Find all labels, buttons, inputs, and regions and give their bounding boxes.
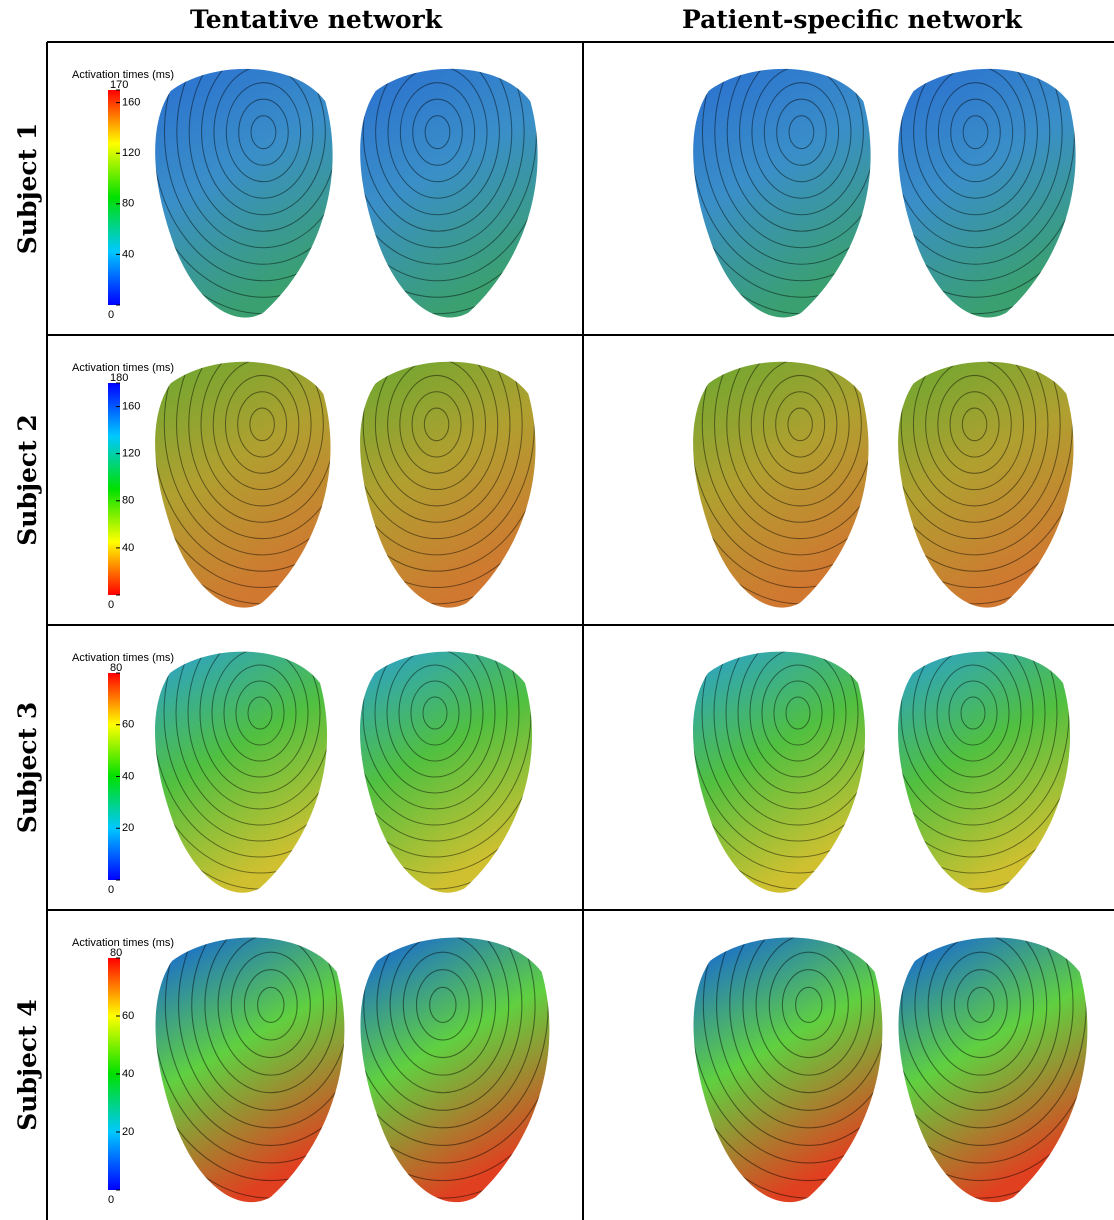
- colorbar-title: Activation times (ms): [72, 652, 174, 664]
- row-label: Subject 2: [13, 414, 42, 546]
- colorbar-tick-label: 120: [122, 147, 140, 159]
- colorbar-tick-label: 60: [122, 1010, 134, 1022]
- colorbar-tick-label: 20: [122, 822, 134, 834]
- colorbar-tick-label: 80: [122, 495, 134, 507]
- colorbar-tick-label: 60: [122, 719, 134, 731]
- colorbar-tick-label: 0: [108, 309, 114, 321]
- colorbar-tick-label: 160: [122, 97, 140, 109]
- colorbar-tick-label: 180: [110, 372, 128, 384]
- colorbar-tick-label: 120: [122, 448, 140, 460]
- column-header: Patient-specific network: [682, 5, 1023, 34]
- colorbar-tick-label: 40: [122, 248, 134, 260]
- colorbar-tick-label: 170: [110, 79, 128, 91]
- colorbar-tick-label: 80: [122, 198, 134, 210]
- colorbar-tick-label: 80: [110, 662, 122, 674]
- colorbar-tick-label: 0: [108, 884, 114, 896]
- colorbar-tick-label: 80: [110, 947, 122, 959]
- colorbar-title: Activation times (ms): [72, 937, 174, 949]
- colorbar-tick-label: 40: [122, 1068, 134, 1080]
- colorbar-tick-label: 160: [122, 400, 140, 412]
- row-label: Subject 3: [13, 702, 42, 834]
- row-label: Subject 1: [13, 123, 42, 255]
- column-header: Tentative network: [190, 5, 443, 34]
- figure: Tentative network Patient-specific netwo…: [0, 0, 1114, 1220]
- colorbar-tick-label: 0: [108, 1194, 114, 1206]
- row-label: Subject 4: [13, 999, 42, 1131]
- colorbar-tick-label: 40: [122, 770, 134, 782]
- colorbar: [108, 383, 120, 595]
- colorbar-tick-label: 20: [122, 1126, 134, 1138]
- colorbar-tick-label: 0: [108, 599, 114, 611]
- colorbar-tick-label: 40: [122, 542, 134, 554]
- colorbar: [108, 90, 120, 305]
